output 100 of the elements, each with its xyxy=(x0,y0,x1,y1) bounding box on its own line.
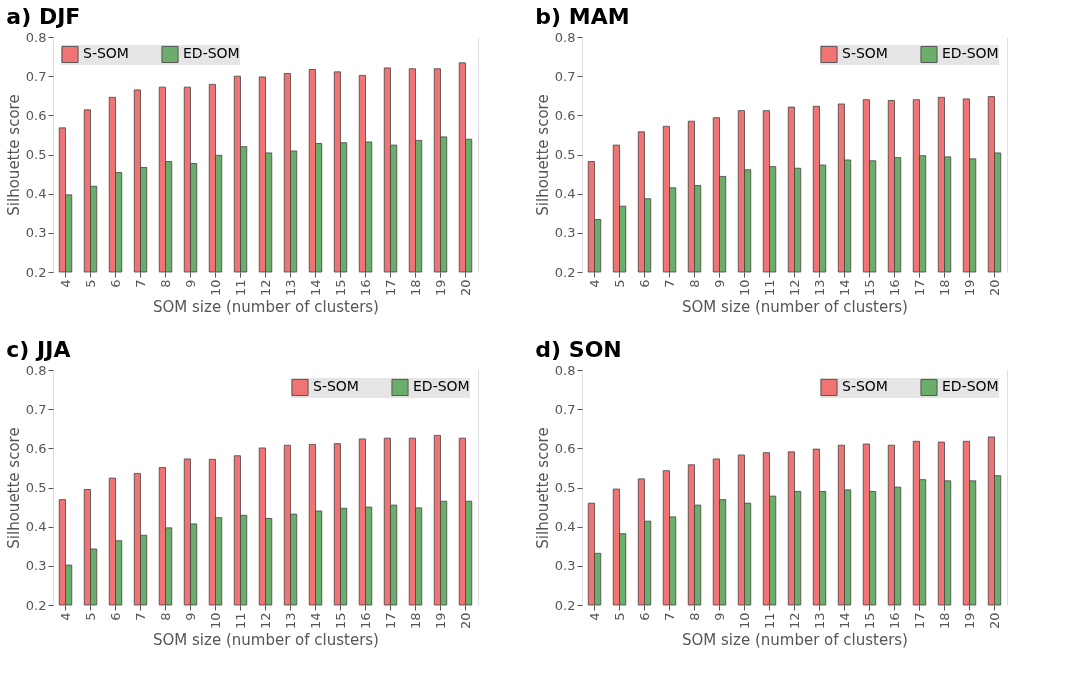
x-tick-label: 4 xyxy=(586,612,602,621)
y-tick-label: 0.3 xyxy=(25,558,47,574)
x-tick-label: 18 xyxy=(407,279,423,297)
x-tick-label: 16 xyxy=(357,279,373,297)
x-tick-label: 7 xyxy=(661,612,677,621)
y-axis-title: Silhouette score xyxy=(4,427,23,549)
x-tick-label: 6 xyxy=(636,279,652,288)
x-tick-label: 8 xyxy=(686,279,702,288)
legend-label: ED-SOM xyxy=(942,378,999,395)
y-tick-label: 0.7 xyxy=(25,401,47,417)
legend-label: ED-SOM xyxy=(183,45,240,62)
x-tick-label: 7 xyxy=(661,279,677,288)
x-tick-label: 20 xyxy=(986,279,1002,297)
x-tick-label: 7 xyxy=(132,612,148,621)
y-tick-label: 0.6 xyxy=(25,440,47,456)
y-tick-label: 0.8 xyxy=(554,362,576,378)
x-tick-label: 11 xyxy=(232,612,248,630)
y-tick-label: 0.5 xyxy=(554,147,576,162)
y-tick-label: 0.2 xyxy=(25,264,47,280)
x-tick-label: 18 xyxy=(936,279,952,297)
x-tick-label: 5 xyxy=(611,279,627,288)
x-tick-label: 14 xyxy=(307,279,323,297)
x-tick-label: 10 xyxy=(207,279,223,297)
chart-title: c) JJA xyxy=(6,337,71,362)
y-tick-label: 0.5 xyxy=(554,480,576,495)
x-tick-label: 16 xyxy=(886,279,902,297)
y-tick-label: 0.3 xyxy=(554,225,576,241)
x-tick-label: 16 xyxy=(886,612,902,630)
y-tick-label: 0.7 xyxy=(554,68,576,84)
x-tick-label: 9 xyxy=(711,612,727,621)
x-tick-label: 9 xyxy=(182,279,198,288)
x-tick-label: 8 xyxy=(686,612,702,621)
x-tick-label: 9 xyxy=(182,612,198,621)
x-tick-label: 20 xyxy=(986,612,1002,630)
y-tick-label: 0.3 xyxy=(554,558,576,574)
y-tick-label: 0.6 xyxy=(554,107,576,123)
x-tick-label: 17 xyxy=(911,279,927,297)
x-tick-label: 5 xyxy=(82,279,98,288)
y-tick-label: 0.7 xyxy=(554,401,576,417)
legend-label: S-SOM xyxy=(842,45,888,62)
x-tick-label: 19 xyxy=(961,279,977,297)
y-tick-label: 0.8 xyxy=(25,29,47,45)
x-tick-label: 7 xyxy=(132,279,148,288)
y-tick-label: 0.8 xyxy=(25,362,47,378)
chart-title: a) DJF xyxy=(6,4,81,29)
x-tick-label: 8 xyxy=(157,279,173,288)
y-tick-label: 0.2 xyxy=(25,597,47,613)
x-tick-label: 15 xyxy=(332,612,348,630)
x-tick-label: 6 xyxy=(107,612,123,621)
x-tick-label: 19 xyxy=(432,612,448,630)
x-tick-label: 15 xyxy=(332,279,348,297)
x-tick-label: 11 xyxy=(761,279,777,297)
y-tick-label: 0.5 xyxy=(25,480,47,495)
x-tick-label: 20 xyxy=(457,279,473,297)
x-axis-title: SOM size (number of clusters) xyxy=(153,298,379,317)
legend-label: S-SOM xyxy=(83,45,129,62)
x-tick-label: 4 xyxy=(586,279,602,288)
x-tick-label: 11 xyxy=(761,612,777,630)
x-tick-label: 6 xyxy=(636,612,652,621)
legend-label: ED-SOM xyxy=(413,378,470,395)
y-tick-label: 0.8 xyxy=(554,29,576,45)
x-tick-label: 9 xyxy=(711,279,727,288)
x-tick-label: 5 xyxy=(611,612,627,621)
y-tick-label: 0.4 xyxy=(554,519,576,535)
x-tick-label: 16 xyxy=(357,612,373,630)
y-axis-title: Silhouette score xyxy=(533,94,552,216)
x-tick-label: 12 xyxy=(257,279,273,297)
x-tick-label: 4 xyxy=(57,612,73,621)
x-tick-label: 13 xyxy=(282,612,298,630)
x-tick-label: 17 xyxy=(911,612,927,630)
x-tick-label: 10 xyxy=(736,612,752,630)
x-tick-label: 17 xyxy=(382,612,398,630)
chart-title: d) SON xyxy=(535,337,622,362)
x-tick-label: 12 xyxy=(257,612,273,630)
y-tick-label: 0.6 xyxy=(554,440,576,456)
x-tick-label: 19 xyxy=(961,612,977,630)
legend-label: S-SOM xyxy=(313,378,359,395)
x-tick-label: 18 xyxy=(407,612,423,630)
x-tick-label: 14 xyxy=(836,279,852,297)
x-tick-label: 19 xyxy=(432,279,448,297)
legend-label: ED-SOM xyxy=(942,45,999,62)
x-tick-label: 14 xyxy=(836,612,852,630)
legend-label: S-SOM xyxy=(842,378,888,395)
y-tick-label: 0.2 xyxy=(554,264,576,280)
y-axis-title: Silhouette score xyxy=(4,94,23,216)
y-tick-label: 0.5 xyxy=(25,147,47,162)
x-tick-label: 13 xyxy=(811,279,827,297)
y-axis-title: Silhouette score xyxy=(533,427,552,549)
x-tick-label: 20 xyxy=(457,612,473,630)
x-tick-label: 10 xyxy=(207,612,223,630)
x-tick-label: 12 xyxy=(786,279,802,297)
y-tick-label: 0.4 xyxy=(554,186,576,202)
x-tick-label: 12 xyxy=(786,612,802,630)
x-tick-label: 13 xyxy=(811,612,827,630)
x-tick-label: 8 xyxy=(157,612,173,621)
x-tick-label: 14 xyxy=(307,612,323,630)
x-tick-label: 11 xyxy=(232,279,248,297)
x-axis-title: SOM size (number of clusters) xyxy=(682,298,908,317)
y-tick-label: 0.3 xyxy=(25,225,47,241)
x-tick-label: 10 xyxy=(736,279,752,297)
